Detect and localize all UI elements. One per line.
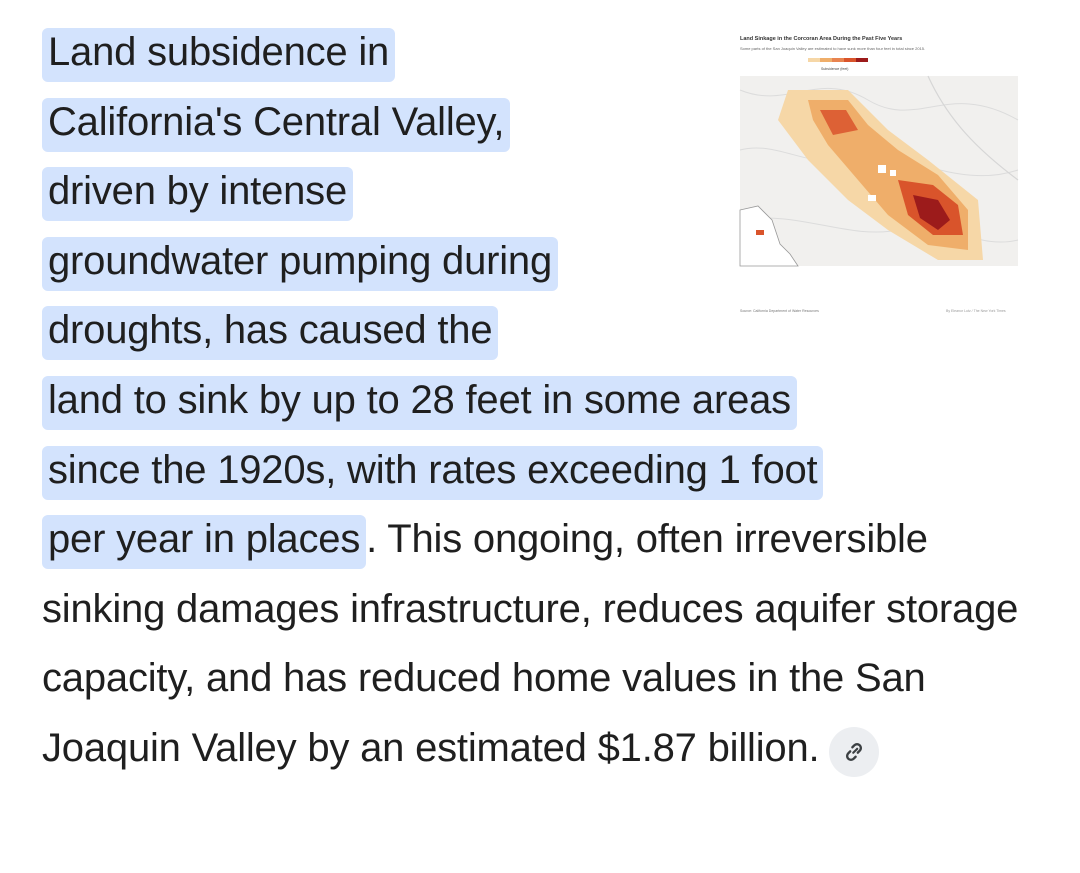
subsidence-map-thumbnail[interactable]: Land Sinkage in the Corcoran Area During… bbox=[728, 30, 1028, 320]
map-source: Source: California Department of Water R… bbox=[740, 309, 819, 313]
map-subtitle: Some parts of the San Joaquin Valley are… bbox=[740, 46, 925, 51]
map-credit: By Eleanor Lutz / The New York Times bbox=[946, 309, 1006, 313]
ai-answer-paragraph: Land subsidence in California's Central V… bbox=[42, 18, 1052, 784]
answer-text: . This ongoing, often irreversible sinki… bbox=[42, 517, 1019, 770]
map-area bbox=[739, 75, 1019, 267]
source-link-button[interactable] bbox=[829, 726, 880, 777]
highlighted-text: Land subsidence in California's Central V… bbox=[42, 28, 824, 570]
map-title: Land Sinkage in the Corcoran Area During… bbox=[740, 36, 902, 42]
legend-label: Subsidence (feet) bbox=[821, 67, 848, 71]
map-legend: Subsidence (feet) bbox=[808, 58, 868, 71]
link-icon bbox=[846, 742, 863, 761]
